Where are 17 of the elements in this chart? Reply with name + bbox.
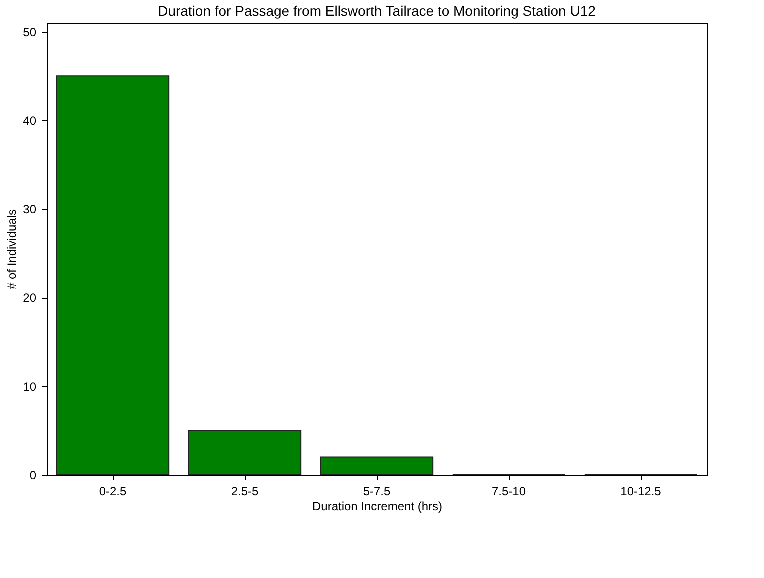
x-tick-label: 2.5-5 bbox=[231, 484, 259, 498]
x-tick-label: 5-7.5 bbox=[363, 484, 391, 498]
y-tick-label: 30 bbox=[23, 202, 37, 217]
y-tick-label: 0 bbox=[30, 468, 37, 482]
y-axis-title: # of Individuals bbox=[5, 209, 20, 290]
y-tick-label: 40 bbox=[23, 114, 37, 128]
x-tick-label: 7.5-10 bbox=[492, 484, 526, 498]
x-tick-label: 10-12.5 bbox=[620, 484, 662, 498]
x-axis-title: Duration Increment (hrs) bbox=[312, 500, 443, 514]
x-tick-label: 0-2.5 bbox=[99, 484, 127, 498]
y-tick-label: 50 bbox=[23, 25, 37, 40]
y-tick-label: 20 bbox=[23, 291, 37, 306]
bar bbox=[320, 456, 434, 476]
y-tick-label: 10 bbox=[23, 380, 37, 394]
bar bbox=[56, 76, 170, 476]
chart-title: Duration for Passage from Ellsworth Tailrace to Monitoring Station U12 bbox=[158, 3, 596, 19]
bar bbox=[188, 430, 302, 476]
